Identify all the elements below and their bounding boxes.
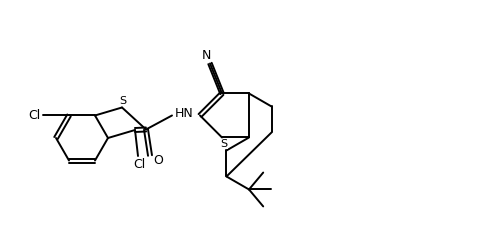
Text: Cl: Cl [133,158,145,171]
Text: S: S [119,97,127,106]
Text: S: S [220,140,227,149]
Text: HN: HN [175,107,193,120]
Text: Cl: Cl [28,109,40,122]
Text: N: N [201,49,211,62]
Text: O: O [153,154,163,167]
